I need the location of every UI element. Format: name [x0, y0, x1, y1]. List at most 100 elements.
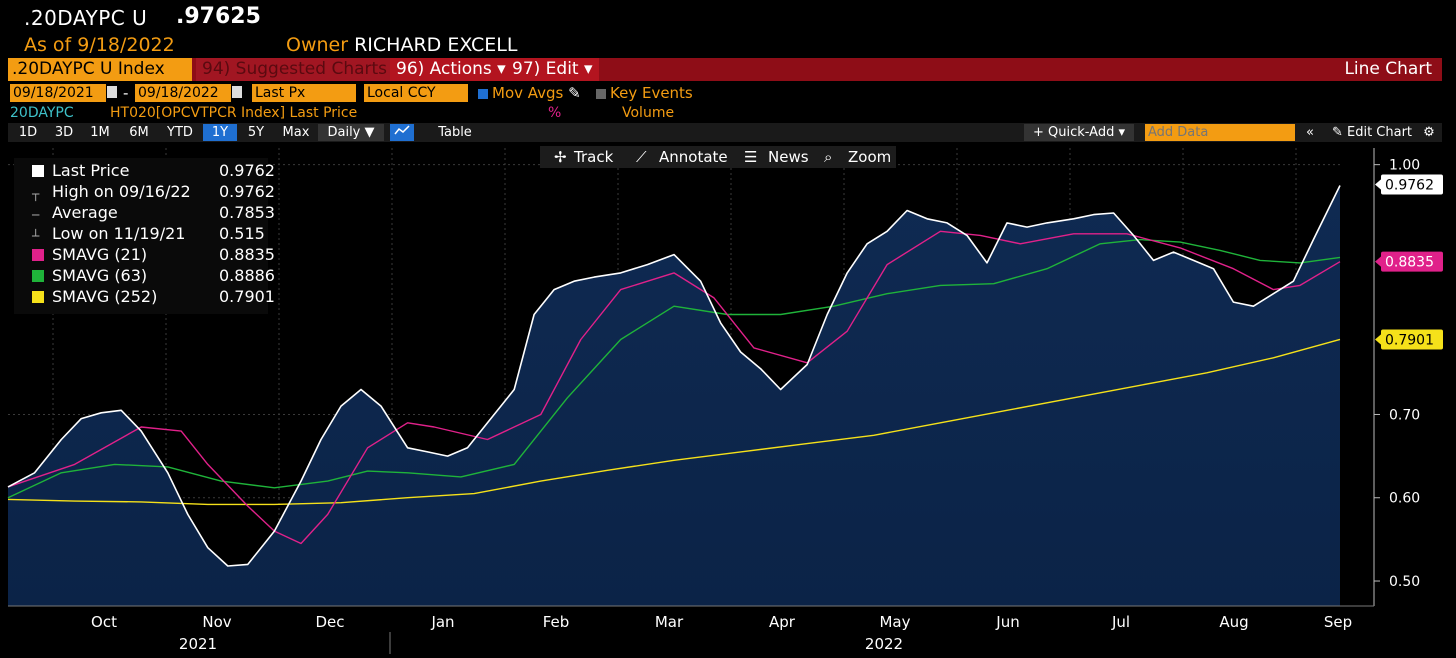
edit-menu-button[interactable]: 97) Edit ▾ [506, 58, 599, 81]
suggested-charts-button[interactable]: 94) Suggested Charts [196, 58, 394, 81]
x-month-label: Jun [995, 613, 1019, 631]
currency-select[interactable]: Local CCY [364, 84, 468, 102]
news-button[interactable]: News [768, 148, 809, 166]
volume-label: Volume [622, 105, 675, 121]
add-data-input[interactable] [1145, 124, 1295, 141]
key-events-toggle[interactable]: Key Events [596, 84, 693, 102]
price-label-pointer [1375, 333, 1382, 346]
x-month-label: Aug [1219, 613, 1248, 631]
index-field[interactable]: .20DAYPC U Index [8, 58, 192, 81]
swatch-icon [32, 270, 44, 282]
period-1m[interactable]: 1M [90, 125, 110, 140]
x-month-label: Mar [655, 613, 684, 631]
key-events-label: Key Events [610, 84, 693, 102]
collapse-icon[interactable]: « [1306, 125, 1314, 140]
calendar-icon[interactable] [107, 86, 117, 98]
x-month-label: Jul [1111, 613, 1130, 631]
legend-value: 0.8835 [219, 245, 275, 264]
x-year-label: 2022 [865, 635, 903, 653]
percent-label: % [548, 105, 562, 121]
track-button[interactable]: Track [574, 148, 614, 166]
field-select[interactable]: Last Px [252, 84, 356, 102]
legend-item[interactable]: SMAVG (252) [32, 287, 157, 307]
price-label-text: 0.7901 [1385, 332, 1434, 348]
legend-item[interactable]: SMAVG (21) [32, 245, 147, 265]
legend-label: Average [52, 203, 118, 222]
price-label-box [1381, 251, 1443, 272]
price-area-fill [8, 185, 1340, 606]
legend-label: Low on 11/19/21 [52, 224, 186, 243]
legend-item: ┴ Low on 11/19/21 [32, 224, 185, 244]
series-line-smavg-63 [7, 238, 1341, 499]
edit-chart-button[interactable]: ✎ Edit Chart [1331, 125, 1413, 140]
y-tick-label: 0.60 [1389, 491, 1420, 507]
legend-panel: Last Price 0.9762 ┬ High on 09/16/22 0.97… [14, 158, 275, 314]
x-month-label: Sep [1324, 613, 1352, 631]
swatch-icon [32, 249, 44, 261]
period-3d[interactable]: 3D [54, 125, 74, 140]
owner-name: RICHARD EXCELL [354, 34, 518, 56]
zoom-button[interactable]: Zoom [848, 148, 892, 166]
ticker-label: .20DAYPC U [24, 6, 148, 30]
legend-item[interactable]: Last Price [32, 161, 129, 181]
price-label-pointer [1375, 255, 1382, 268]
actions-menu-button[interactable]: 96) Actions ▾ [390, 58, 512, 81]
period-6m[interactable]: 6M [129, 125, 149, 140]
legend-item: ┬ High on 09/16/22 [32, 182, 191, 202]
x-month-label: May [879, 613, 910, 631]
track-icon[interactable]: ✢ [554, 148, 567, 166]
y-tick-label: 1.00 [1389, 158, 1420, 174]
annotate-button[interactable]: Annotate [659, 148, 728, 166]
owner: Owner RICHARD EXCELL [286, 34, 517, 56]
table-button[interactable]: Table [438, 125, 472, 140]
series-line-last-price [7, 185, 1341, 567]
start-date-input[interactable]: 09/18/2021 [10, 84, 106, 102]
series-line-smavg-21 [7, 230, 1341, 545]
period-1y[interactable]: 1Y [203, 124, 237, 141]
date-dash: - [123, 84, 129, 102]
swatch-icon [32, 165, 44, 177]
chart-type-label[interactable]: Line Chart [1344, 59, 1432, 79]
line-chart-icon[interactable] [390, 124, 414, 141]
series-description: HT020[OPCVTPCR Index] Last Price [110, 105, 358, 121]
period-1d[interactable]: 1D [18, 125, 38, 140]
legend-label: SMAVG (21) [52, 245, 148, 264]
series-line-smavg-252 [7, 338, 1341, 506]
end-date-input[interactable]: 09/18/2022 [135, 84, 231, 102]
frequency-select[interactable]: Daily ▼ [318, 124, 384, 141]
period-max[interactable]: Max [282, 125, 310, 140]
low-marker-icon: ┴ [32, 229, 40, 243]
owner-label: Owner [286, 34, 349, 56]
series-code: 20DAYPC [10, 105, 74, 121]
legend-value: 0.9762 [219, 182, 275, 201]
x-month-label: Feb [543, 613, 570, 631]
legend-label: Last Price [52, 161, 130, 180]
legend-label: SMAVG (252) [52, 287, 158, 306]
legend-value: 0.7901 [219, 287, 275, 306]
period-5y[interactable]: 5Y [247, 125, 265, 140]
annotate-icon[interactable]: ⟋ [636, 148, 647, 166]
average-marker-icon: ─ [32, 208, 40, 222]
pencil-icon[interactable]: ✎ [568, 84, 581, 102]
axes: 1.00 0.70 0.60 0.50 0.9762 0.8835 0.7901 Oct Nov… [8, 148, 1443, 654]
as-of-date: As of 9/18/2022 [24, 34, 175, 56]
mov-avgs-toggle[interactable]: Mov Avgs ✎ [478, 84, 581, 102]
legend-value: 0.9762 [219, 161, 275, 180]
x-month-label: Nov [202, 613, 231, 631]
zoom-icon[interactable]: ⌕ [824, 148, 833, 166]
price-label-box [1381, 174, 1443, 195]
checkbox-unchecked-icon [596, 88, 606, 99]
period-ytd[interactable]: YTD [167, 125, 193, 140]
line-chart[interactable]: 1.00 0.70 0.60 0.50 0.9762 0.8835 0.7901 Oct Nov… [0, 143, 1456, 658]
news-icon[interactable]: ☰ [744, 148, 758, 166]
legend-item[interactable]: SMAVG (63) [32, 266, 147, 286]
calendar-icon[interactable] [232, 86, 242, 98]
x-month-label: Dec [315, 613, 344, 631]
series-lines [7, 185, 1341, 567]
legend-value: 0.8886 [219, 266, 275, 285]
legend-value: 0.7853 [219, 203, 275, 222]
current-price: .97625 [176, 4, 261, 29]
quick-add-button[interactable]: + Quick-Add ▾ [1024, 124, 1134, 141]
y-tick-label: 0.70 [1389, 407, 1420, 423]
gear-icon[interactable]: ⚙ [1423, 125, 1435, 140]
